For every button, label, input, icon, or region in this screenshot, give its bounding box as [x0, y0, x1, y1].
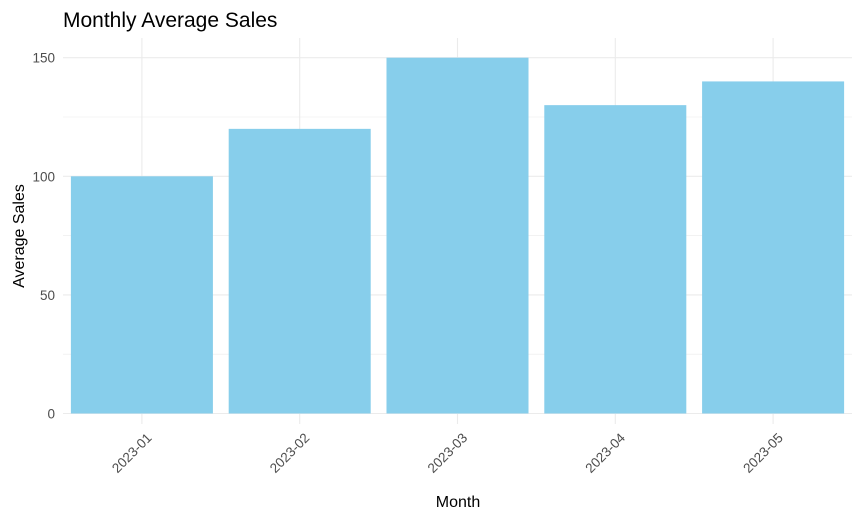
x-axis-title: Month — [436, 494, 480, 511]
y-tick-label: 0 — [47, 407, 55, 422]
x-axis-ticks: 2023-01 2023-02 2023-03 2023-04 2023-05 — [109, 430, 786, 476]
x-tick-label: 2023-04 — [582, 430, 628, 476]
bar-2023-02 — [228, 128, 371, 414]
y-tick-label: 50 — [40, 288, 55, 303]
bar-2023-05 — [702, 81, 845, 414]
x-tick-label: 2023-05 — [740, 430, 786, 476]
bar-2023-03 — [386, 57, 529, 414]
chart-title: Monthly Average Sales — [63, 9, 277, 32]
y-axis-ticks: 0 50 100 150 — [32, 51, 55, 422]
x-tick-label: 2023-01 — [109, 430, 155, 476]
x-tick-label: 2023-02 — [267, 430, 313, 476]
bar-2023-04 — [544, 105, 687, 414]
bars — [70, 57, 845, 414]
y-axis-title: Average Sales — [11, 184, 28, 288]
bar-2023-01 — [70, 176, 213, 414]
x-tick-label: 2023-03 — [425, 430, 471, 476]
y-tick-label: 150 — [32, 51, 55, 66]
y-tick-label: 100 — [32, 169, 55, 184]
